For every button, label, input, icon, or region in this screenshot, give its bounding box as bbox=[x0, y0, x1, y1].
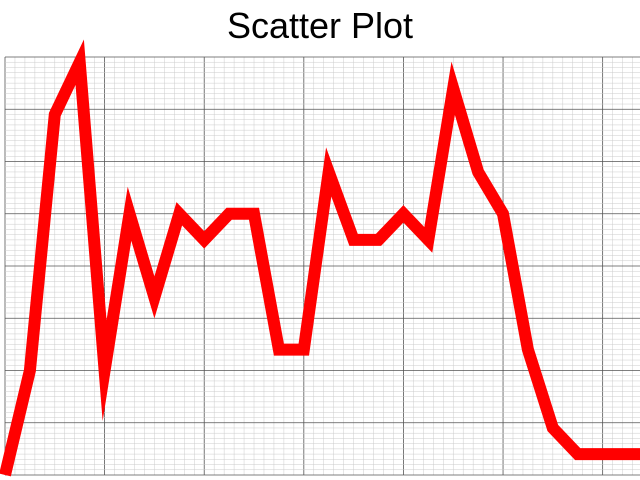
series-layer bbox=[0, 39, 640, 477]
chart-title: Scatter Plot bbox=[226, 5, 414, 46]
series-line-1 bbox=[0, 39, 640, 477]
